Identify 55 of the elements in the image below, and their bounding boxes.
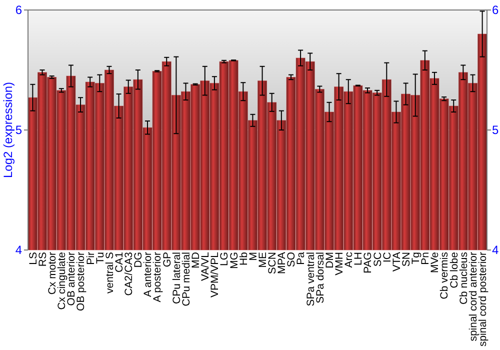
y2-tick-label: 6 xyxy=(492,3,499,18)
x-tick-label: CPu medial xyxy=(180,252,192,306)
x-tick-label: Cb nucleus xyxy=(458,252,470,305)
x-tick-label: Tu xyxy=(94,252,106,264)
x-tick-label: VA/VL xyxy=(200,252,212,281)
x-tick-label: Arc xyxy=(343,252,356,268)
y2-tick-label: 5 xyxy=(492,123,499,138)
x-tick-label: spinal cord anterior xyxy=(467,251,480,342)
y2-tick-label: 4 xyxy=(492,243,499,258)
x-tick-label: Pa xyxy=(295,252,308,265)
x-tick-label: ME xyxy=(256,252,269,268)
x-tick-label: spinal cord posterior xyxy=(476,251,489,347)
x-tick-label: Pir xyxy=(84,252,97,265)
x-tick-label: SCN xyxy=(266,252,279,274)
y-tick-label: 6 xyxy=(15,3,22,18)
x-tick-label: A anterior xyxy=(142,252,154,297)
x-tick-label: MVe xyxy=(429,252,442,274)
x-tick-label: MD xyxy=(190,252,202,268)
x-tick-label: PAG xyxy=(362,252,374,274)
x-tick-label: Hb xyxy=(238,252,250,266)
x-tick-label: LG xyxy=(218,252,231,266)
x-tick-label: Tg xyxy=(410,252,422,264)
x-tick-label: VMH xyxy=(333,252,346,276)
x-tick-label: SPa dorsal xyxy=(314,252,326,304)
y-tick-label: 4 xyxy=(15,243,22,258)
x-tick-label: MPA xyxy=(276,252,288,274)
x-tick-label: OB anterior xyxy=(66,252,78,306)
x-tick-label: LS xyxy=(27,252,40,265)
x-tick-label: ventral S xyxy=(104,252,116,294)
x-tick-label: SO xyxy=(286,252,298,268)
x-tick-label: MG xyxy=(228,252,240,269)
x-tick-label: IC xyxy=(381,252,394,262)
x-tick-label: DM xyxy=(324,252,336,268)
x-tick-label: RS xyxy=(36,252,49,267)
y-axis-title: Log2 (expression) xyxy=(1,82,15,178)
x-tick-label: CPu lateral xyxy=(170,252,183,304)
x-tick-label: OB posterior xyxy=(75,252,88,311)
x-tick-label: Cx motor xyxy=(46,252,58,295)
x-tick-label: Cx cingulate xyxy=(56,252,68,310)
x-tick-label: M xyxy=(247,252,260,261)
x-tick-label: SN xyxy=(400,252,412,267)
x-tick-label: GP xyxy=(161,252,174,268)
x-tick-label: VPM/VPL xyxy=(209,252,222,298)
x-tick-label: DG xyxy=(132,252,145,268)
x-tick-label: CA2/CA3 xyxy=(123,252,136,296)
x-tick-label: Cb lobe xyxy=(448,252,460,288)
x-tick-label: SPa ventral xyxy=(304,252,317,306)
x-tick-label: VTA xyxy=(390,252,403,272)
y-tick-label: 5 xyxy=(15,123,22,138)
x-tick-label: Cb vermis xyxy=(438,252,451,300)
x-tick-label: CA1 xyxy=(113,252,126,272)
x-tick-label: LH xyxy=(352,252,365,266)
x-tick-label: A posterior xyxy=(152,252,164,302)
x-tick-label: Pn xyxy=(420,252,432,265)
x-tick-label: SC xyxy=(372,252,384,267)
